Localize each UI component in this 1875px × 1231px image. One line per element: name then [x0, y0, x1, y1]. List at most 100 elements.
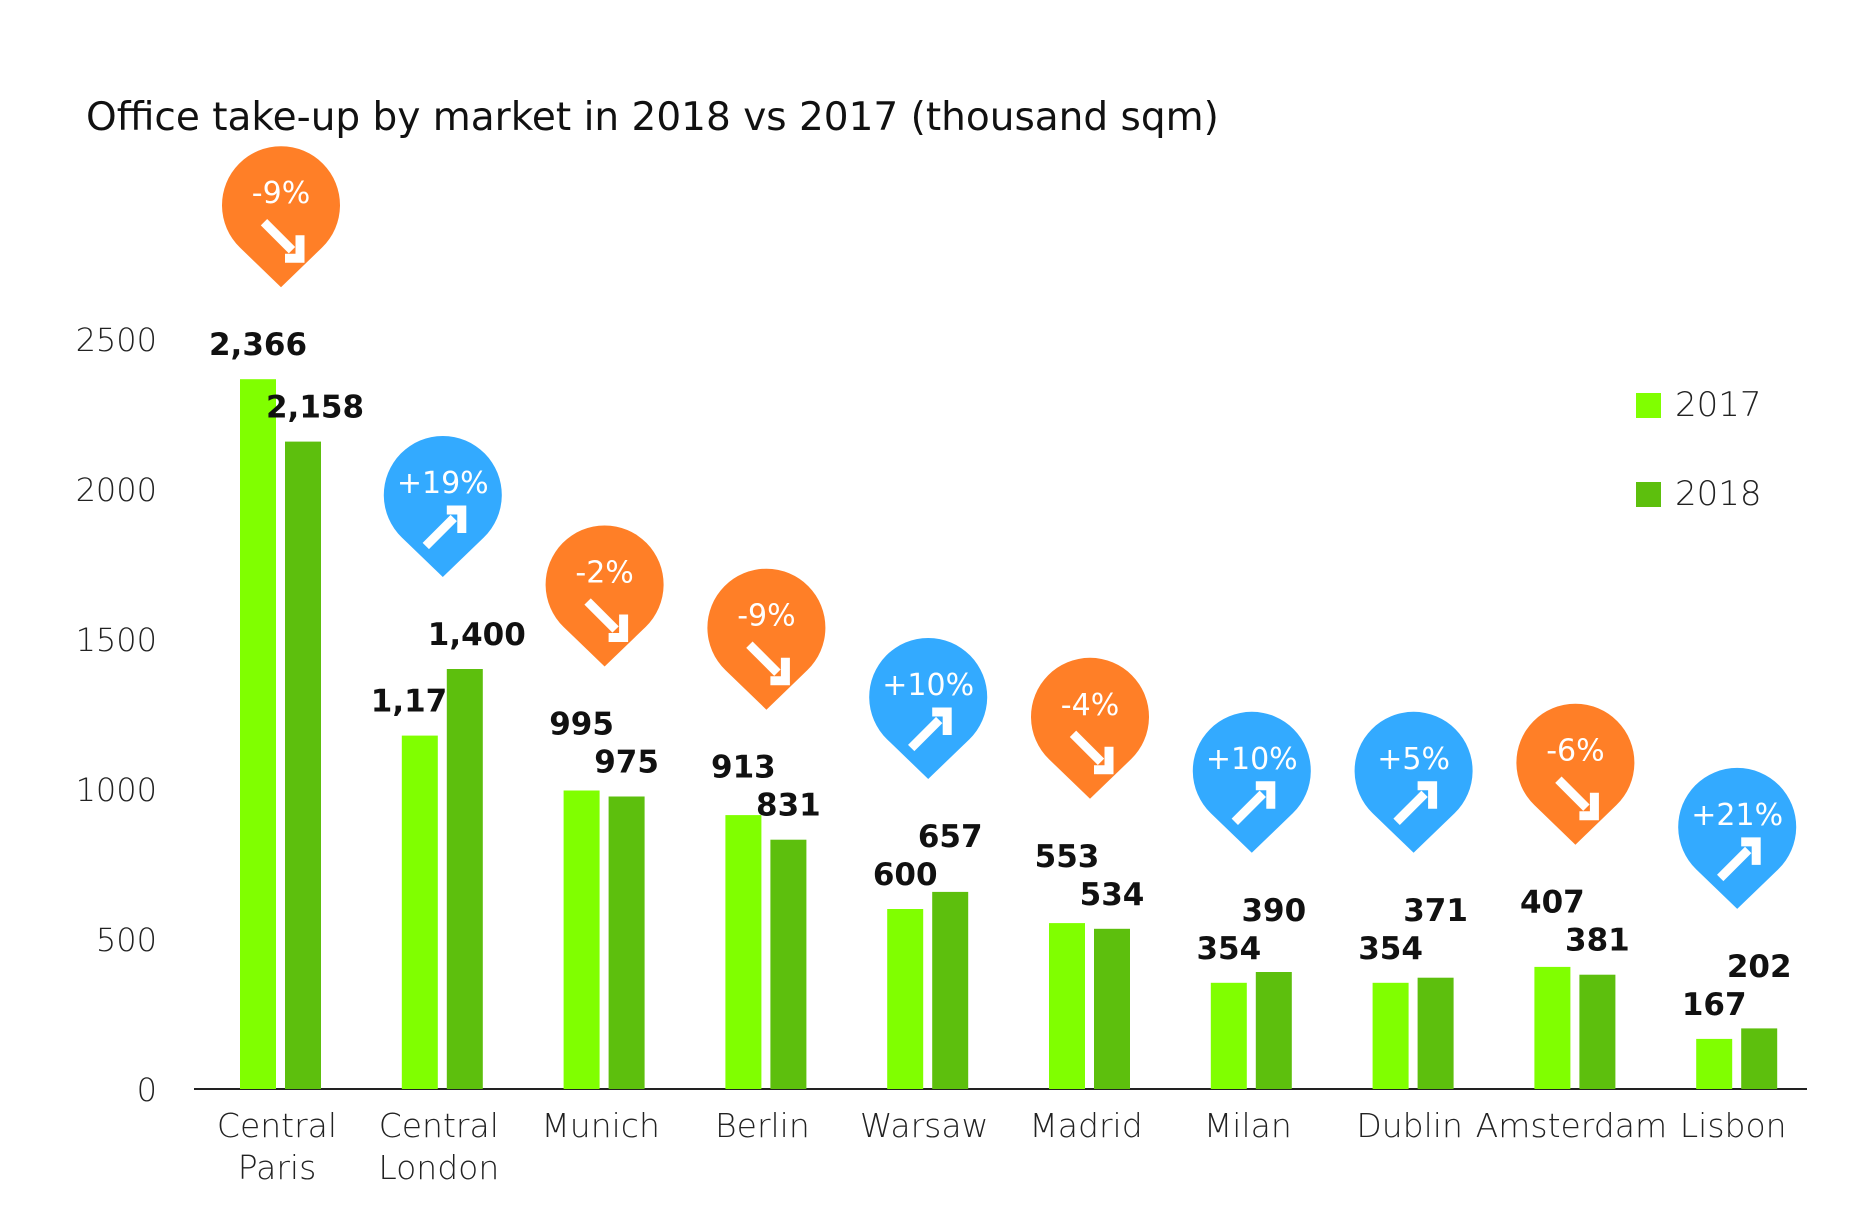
- bar-2017: [240, 379, 276, 1089]
- x-tick-label: Central: [217, 1106, 337, 1145]
- legend-swatch-2017: [1636, 392, 1661, 418]
- data-label: 657: [918, 819, 983, 855]
- data-label: 2,366: [209, 327, 307, 363]
- change-pin-negative: [221, 146, 340, 288]
- data-label: 202: [1727, 949, 1792, 985]
- data-label: 600: [873, 857, 938, 893]
- y-tick-label: 1000: [76, 771, 157, 809]
- x-tick-label: Munich: [541, 1106, 660, 1145]
- bar-2017: [1696, 1038, 1733, 1089]
- x-tick-label: Lisbon: [1680, 1106, 1787, 1145]
- change-pin-positive: [869, 638, 988, 779]
- y-tick-label: 2000: [76, 471, 157, 509]
- change-pin-negative: [1031, 657, 1149, 799]
- data-label: 553: [1035, 839, 1100, 875]
- x-tick-label: Dublin: [1356, 1106, 1463, 1145]
- arrow-down-right-icon: [746, 641, 781, 676]
- x-tick-label: Madrid: [1029, 1106, 1142, 1145]
- bar-2017: [1372, 982, 1409, 1089]
- change-pin-positive: [1192, 711, 1311, 853]
- bar-2018: [1579, 974, 1616, 1089]
- y-tick-label: 2500: [76, 321, 157, 359]
- change-pin-negative: [707, 568, 826, 710]
- data-label: 831: [756, 788, 821, 824]
- data-label: 1,400: [428, 617, 526, 653]
- arrow-head: [1417, 781, 1438, 809]
- data-label: 354: [1196, 931, 1261, 967]
- bar-2017: [1210, 982, 1247, 1089]
- y-tick-label: 1500: [76, 621, 157, 659]
- change-label: +5%: [1377, 742, 1450, 777]
- arrow-down-right-icon: [260, 219, 296, 254]
- y-tick-label: 0: [137, 1071, 157, 1109]
- change-pin-negative: [545, 525, 664, 667]
- data-label: 381: [1565, 923, 1630, 959]
- legend-label: 2018: [1675, 474, 1762, 514]
- x-tick-label: London: [378, 1148, 499, 1187]
- bar-2018: [1741, 1028, 1778, 1089]
- change-label: -6%: [1546, 734, 1604, 769]
- arrow-up-right-icon: [908, 716, 943, 752]
- data-label: 995: [549, 707, 614, 743]
- arrow-down-right-icon: [1555, 776, 1590, 811]
- change-pin-positive: [383, 436, 502, 577]
- legend-item-2018: 2018: [1636, 474, 1762, 514]
- change-label: -4%: [1061, 688, 1119, 723]
- data-label: 534: [1080, 877, 1145, 913]
- arrow-head: [608, 614, 629, 642]
- arrow-up-right-icon: [1231, 790, 1266, 825]
- arrow-down-right-icon: [1069, 730, 1105, 765]
- arrow-head: [1741, 837, 1761, 865]
- chart-title: Office take-up by market in 2018 vs 2017…: [86, 95, 1219, 140]
- bar-2018: [1094, 928, 1130, 1089]
- arrow-head: [1255, 781, 1276, 809]
- data-label: 167: [1682, 987, 1747, 1023]
- data-label: 2,158: [266, 390, 364, 426]
- data-label: 975: [594, 745, 659, 781]
- data-label: 371: [1403, 893, 1468, 929]
- change-label: +10%: [882, 668, 974, 703]
- change-label: +10%: [1206, 742, 1298, 777]
- x-tick-label: Berlin: [715, 1106, 810, 1145]
- change-label: -2%: [575, 556, 633, 591]
- arrow-head: [446, 505, 467, 533]
- x-tick-label: Paris: [238, 1148, 317, 1187]
- bar-2017: [401, 735, 438, 1089]
- y-tick-label: 500: [96, 921, 157, 959]
- change-pin-positive: [1354, 711, 1473, 853]
- arrow-head: [285, 235, 305, 263]
- bar-2018: [932, 891, 969, 1089]
- bar-2017: [1049, 923, 1085, 1089]
- change-label: +21%: [1691, 798, 1783, 833]
- arrow-up-right-icon: [422, 514, 457, 550]
- bar-2018: [608, 796, 645, 1089]
- bar-2017: [887, 909, 924, 1089]
- x-tick-label: Warsaw: [860, 1106, 989, 1145]
- arrow-head: [770, 657, 790, 686]
- arrow-head: [1094, 746, 1114, 775]
- x-tick-label: Amsterdam: [1476, 1106, 1667, 1145]
- arrow-head: [932, 707, 952, 735]
- arrow-head: [1579, 792, 1599, 821]
- legend-label: 2017: [1675, 385, 1762, 425]
- arrow-up-right-icon: [1393, 790, 1428, 825]
- legend-item-2017: 2017: [1636, 385, 1762, 425]
- change-pin-positive: [1678, 767, 1797, 909]
- arrow-down-right-icon: [584, 598, 619, 633]
- bar-2018: [446, 669, 483, 1089]
- bar-2018: [1417, 977, 1454, 1089]
- x-tick-label: Milan: [1204, 1106, 1292, 1145]
- bar-2018: [285, 441, 321, 1090]
- change-label: +19%: [397, 466, 489, 501]
- bar-2017: [563, 790, 600, 1089]
- bar-2018: [770, 839, 807, 1089]
- bar-2017: [725, 815, 762, 1089]
- x-tick-label: Central: [379, 1106, 499, 1145]
- change-pin-negative: [1516, 703, 1635, 845]
- bar-2018: [1255, 972, 1292, 1089]
- legend-swatch-2018: [1636, 481, 1661, 507]
- change-label: -9%: [252, 176, 310, 211]
- bar-2017: [1534, 966, 1571, 1089]
